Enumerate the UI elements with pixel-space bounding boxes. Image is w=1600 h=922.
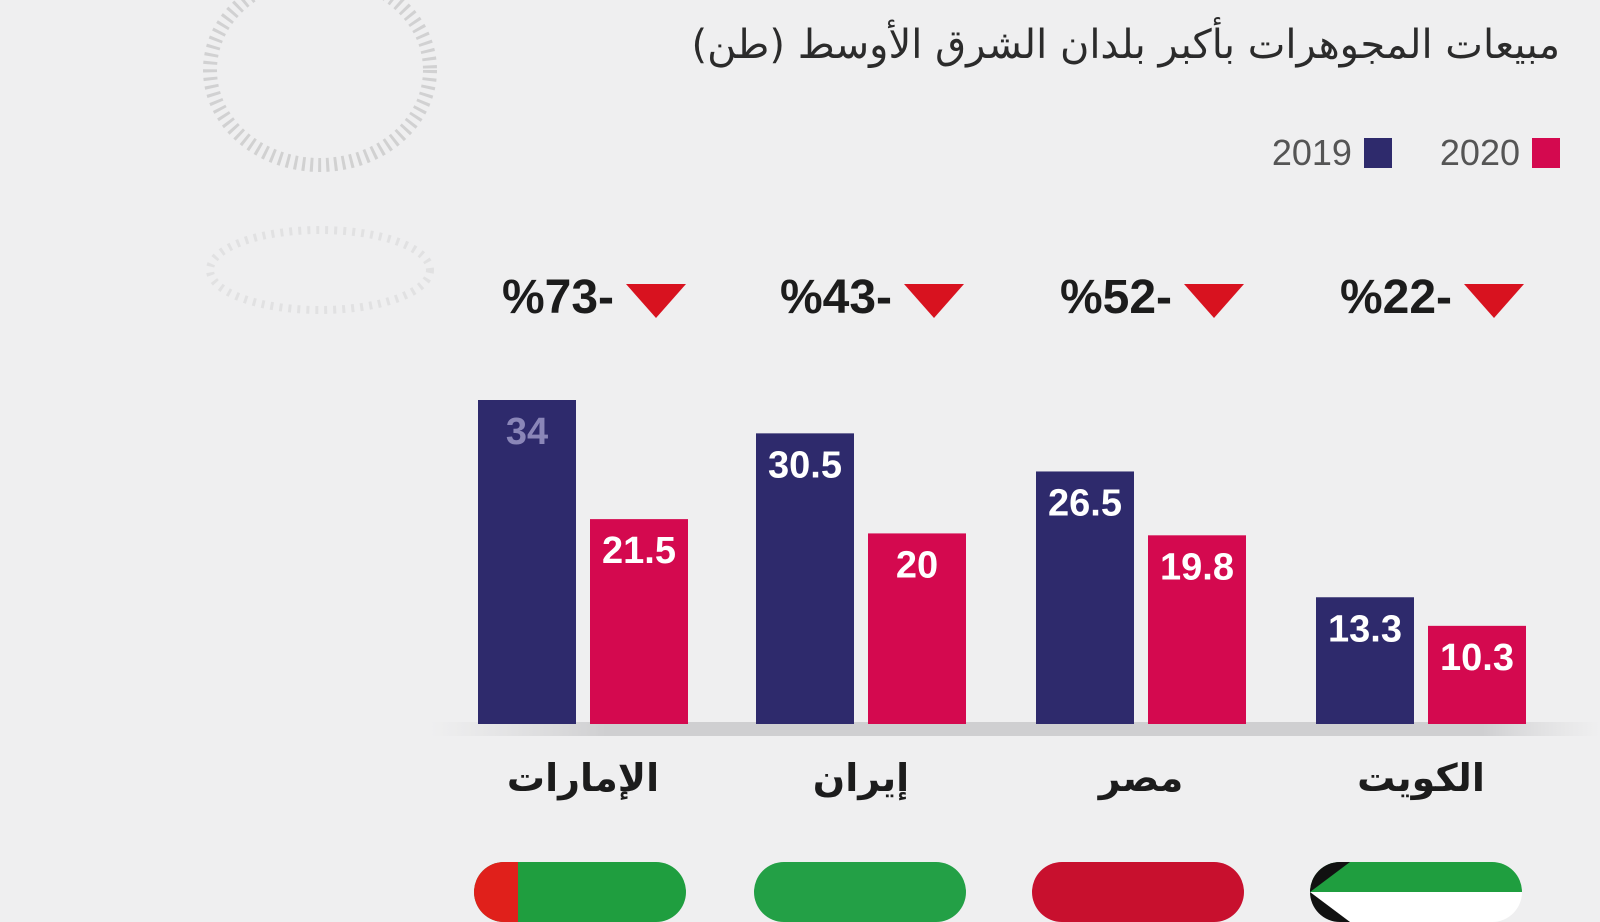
change-label-0: -22% bbox=[1339, 271, 1452, 324]
category-label-1: مصر bbox=[1098, 756, 1184, 800]
bar-2019-3 bbox=[478, 400, 576, 724]
bar-2020-0 bbox=[1428, 625, 1526, 724]
flag-egypt bbox=[1032, 862, 1244, 922]
legend-item-2019: 2019 bbox=[1272, 132, 1392, 174]
value-label-2019-2: 30.5 bbox=[768, 444, 842, 486]
down-arrow-icon-2 bbox=[904, 284, 964, 318]
category-label-0: الكويت bbox=[1357, 756, 1485, 800]
legend-item-2020: 2020 bbox=[1440, 132, 1560, 174]
down-arrow-icon-3 bbox=[626, 284, 686, 318]
value-label-2020-3: 21.5 bbox=[602, 530, 676, 572]
bar-chart: 13.3 10.3 26.5 19.8 30.5 20 34 21.5 bbox=[203, 0, 1600, 736]
value-label-2020-2: 20 bbox=[896, 544, 938, 586]
decorative-ring-icon bbox=[203, 0, 437, 314]
value-label-2019-1: 26.5 bbox=[1048, 482, 1122, 524]
legend-swatch-2019 bbox=[1363, 138, 1392, 168]
change-label-1: -25% bbox=[1059, 271, 1172, 324]
baseline-shadow bbox=[430, 722, 1600, 736]
bar-2020-3 bbox=[590, 519, 688, 724]
chart-title: مبيعات المجوهرات بأكبر بلدان الشرق الأوس… bbox=[691, 22, 1560, 68]
bar-2020-1 bbox=[1148, 535, 1246, 724]
down-arrow-icon-0 bbox=[1464, 284, 1524, 318]
legend-label-2019: 2019 bbox=[1271, 132, 1352, 173]
down-arrow-icon-1 bbox=[1184, 284, 1244, 318]
flag-iran bbox=[754, 862, 966, 922]
legend-swatch-2020 bbox=[1532, 138, 1560, 168]
value-label-2019-3: 34 bbox=[506, 411, 548, 453]
legend: 2020 2019 bbox=[1238, 132, 1560, 174]
value-label-2020-1: 19.8 bbox=[1160, 546, 1234, 588]
flag-uae bbox=[474, 862, 686, 922]
category-label-3: الإمارات bbox=[506, 756, 660, 800]
change-label-3: -37% bbox=[501, 271, 614, 324]
change-markers bbox=[626, 284, 1524, 318]
infographic: مبيعات المجوهرات بأكبر بلدان الشرق الأوس… bbox=[203, 0, 1600, 922]
legend-label-2020: 2020 bbox=[1439, 132, 1520, 173]
flag-kuwait bbox=[1310, 862, 1522, 922]
bar-2020-2 bbox=[868, 533, 966, 724]
change-label-2: -34% bbox=[779, 271, 892, 324]
bar-2019-1 bbox=[1036, 471, 1134, 724]
value-label-2019-0: 13.3 bbox=[1328, 608, 1402, 650]
value-label-2020-0: 10.3 bbox=[1440, 637, 1514, 679]
bar-2019-0 bbox=[1316, 597, 1414, 724]
category-label-2: إيران bbox=[812, 756, 910, 800]
bars: 13.3 10.3 26.5 19.8 30.5 20 34 21.5 bbox=[478, 400, 1526, 724]
bar-2019-2 bbox=[756, 433, 854, 724]
